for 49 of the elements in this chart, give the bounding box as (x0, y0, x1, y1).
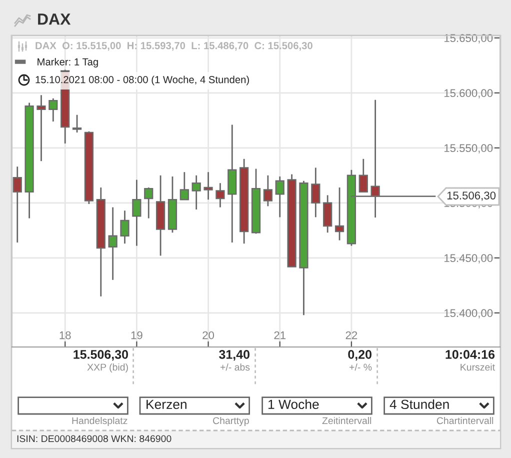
text: 4 Stunden (390, 399, 449, 410)
x-tick-label: 18 (60, 331, 71, 340)
candlestick (108, 206, 118, 281)
candlestick (216, 182, 225, 208)
text: XXP (bid) (87, 363, 128, 373)
candlestick (358, 158, 368, 193)
y-tick-label: 15.600,00 (444, 89, 493, 98)
annotation: 15.10.2021 08:00 - 08:00 (1 Woche, 4 Stunden) (36, 76, 249, 86)
candlestick (180, 171, 189, 200)
candlestick (72, 114, 82, 134)
text: Handelsplatz (72, 416, 128, 426)
legend-label: Marker: 1 Tag (38, 58, 98, 68)
candlestick (275, 176, 284, 218)
text: 31,40 (219, 350, 250, 361)
text: Kerzen (146, 400, 186, 410)
y-tick-label: 15.400,00 (444, 309, 493, 318)
candlestick (192, 174, 201, 210)
chart-title: DAX (38, 14, 71, 25)
candlestick (334, 186, 344, 241)
text: 10:04:16 (446, 350, 495, 359)
text: 1 Woche (268, 399, 319, 410)
y-tick-label: 15.650,00 (444, 34, 493, 44)
candlestick (204, 171, 213, 200)
annotation: DAX O: 15.515,00 H: 15.593,70 L: 15.486,70 C: 15.506,30 (36, 42, 312, 51)
candlestick (36, 94, 46, 162)
text: Charttyp (213, 416, 249, 426)
text: Chartintervall (436, 416, 494, 424)
candlestick (323, 194, 332, 234)
candlestick (48, 98, 58, 122)
candlestick (311, 167, 320, 218)
text: Zeitintervall (322, 416, 372, 424)
candlestick (132, 179, 142, 246)
x-tick-label: 22 (346, 331, 358, 340)
text: 0,20 (348, 350, 372, 361)
x-tick-label: 21 (274, 331, 286, 340)
candlestick (120, 210, 130, 244)
y-tick-label: 15.450,00 (444, 254, 493, 264)
x-tick-label: 19 (131, 331, 142, 340)
x-tick-label: 20 (202, 331, 214, 340)
annotation: 15.506,30 (447, 192, 496, 201)
text: 15.506,30 (74, 350, 128, 361)
text: +/- % (350, 363, 372, 371)
y-tick-label: 15.550,00 (444, 144, 493, 154)
candlestick (263, 174, 272, 207)
candlestick (144, 186, 154, 219)
text: +/- abs (220, 363, 250, 371)
candlestick (12, 166, 22, 244)
text: Kurszeit (460, 363, 495, 371)
text: ISIN: DE0008469008 WKN: 846900 (17, 435, 172, 442)
